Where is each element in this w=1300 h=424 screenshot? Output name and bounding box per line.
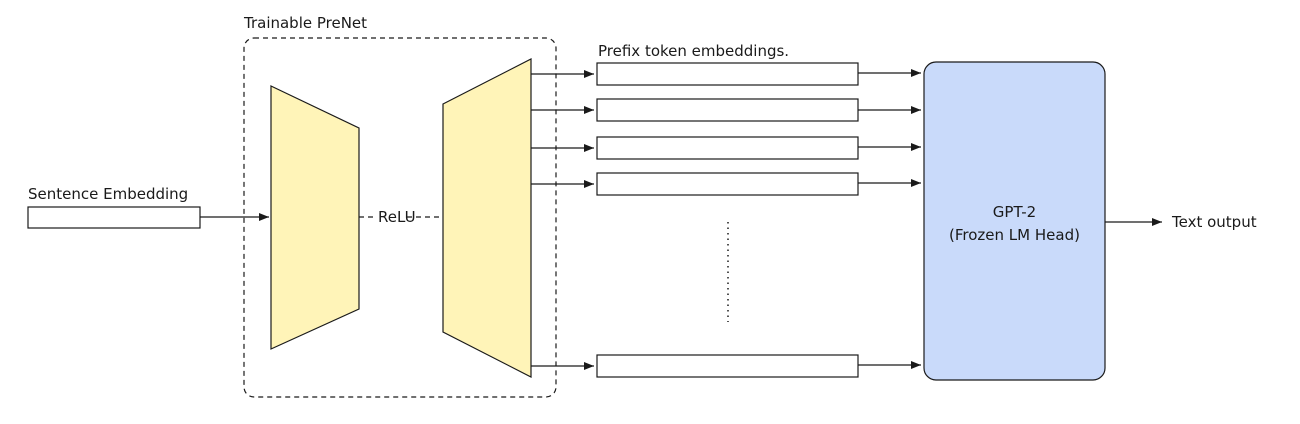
prefix-token-box — [596, 136, 859, 160]
prenet-container — [243, 37, 557, 398]
gpt2-block — [923, 61, 1106, 381]
prenet-layer-2 — [442, 58, 532, 378]
sentence-embedding-box — [27, 206, 201, 229]
prefix-embeddings-label: Prefix token embeddings. — [598, 42, 790, 60]
prefix-token-box — [596, 98, 859, 122]
prenet-layer-1 — [270, 85, 360, 350]
text-output-label: Text output — [1172, 213, 1257, 231]
prenet-title: Trainable PreNet — [244, 14, 368, 32]
prefix-token-box — [596, 172, 859, 196]
prefix-token-box — [596, 354, 859, 378]
prefix-token-box — [596, 62, 859, 86]
gpt2-title: GPT-2 — [992, 203, 1037, 221]
gpt2-subtitle: (Frozen LM Head) — [949, 226, 1080, 244]
relu-label: ReLU — [378, 208, 416, 226]
sentence-embedding-label: Sentence Embedding — [28, 185, 189, 203]
